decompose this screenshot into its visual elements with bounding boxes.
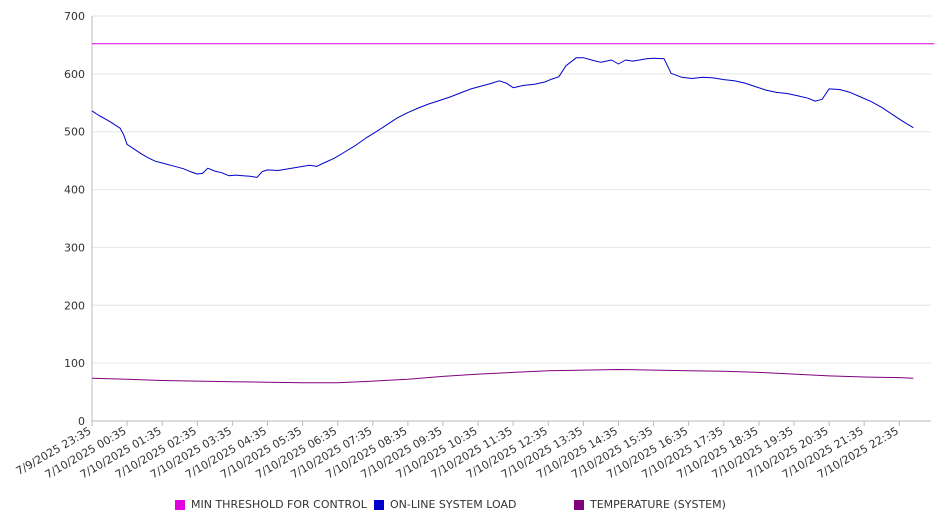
series-layer	[91, 43, 935, 384]
legend-label-threshold: MIN THRESHOLD FOR CONTROL	[191, 498, 367, 511]
y-tick-label: 300	[64, 241, 85, 254]
grid-layer	[92, 15, 931, 364]
series-line-1[interactable]	[91, 57, 914, 178]
series-line-2[interactable]	[91, 369, 914, 384]
y-tick-label: 500	[64, 126, 85, 139]
y-tick-label: 200	[64, 299, 85, 312]
legend-swatch-threshold	[175, 499, 185, 510]
legend-item-system-load[interactable]: ON-LINE SYSTEM LOAD	[374, 498, 516, 511]
legend-label-temperature: TEMPERATURE (SYSTEM)	[590, 498, 726, 511]
legend-swatch-system-load	[374, 499, 384, 510]
legend: MIN THRESHOLD FOR CONTROL ON-LINE SYSTEM…	[0, 498, 946, 514]
y-tick-label: 600	[64, 68, 85, 81]
legend-swatch-temperature	[574, 499, 584, 510]
legend-item-temperature[interactable]: TEMPERATURE (SYSTEM)	[574, 498, 726, 511]
legend-item-threshold[interactable]: MIN THRESHOLD FOR CONTROL	[175, 498, 367, 511]
y-tick-label: 100	[64, 357, 85, 370]
y-tick-label: 0	[78, 415, 85, 428]
y-tick-label: 700	[64, 10, 85, 23]
y-tick-label: 400	[64, 184, 85, 197]
legend-label-system-load: ON-LINE SYSTEM LOAD	[390, 498, 517, 511]
